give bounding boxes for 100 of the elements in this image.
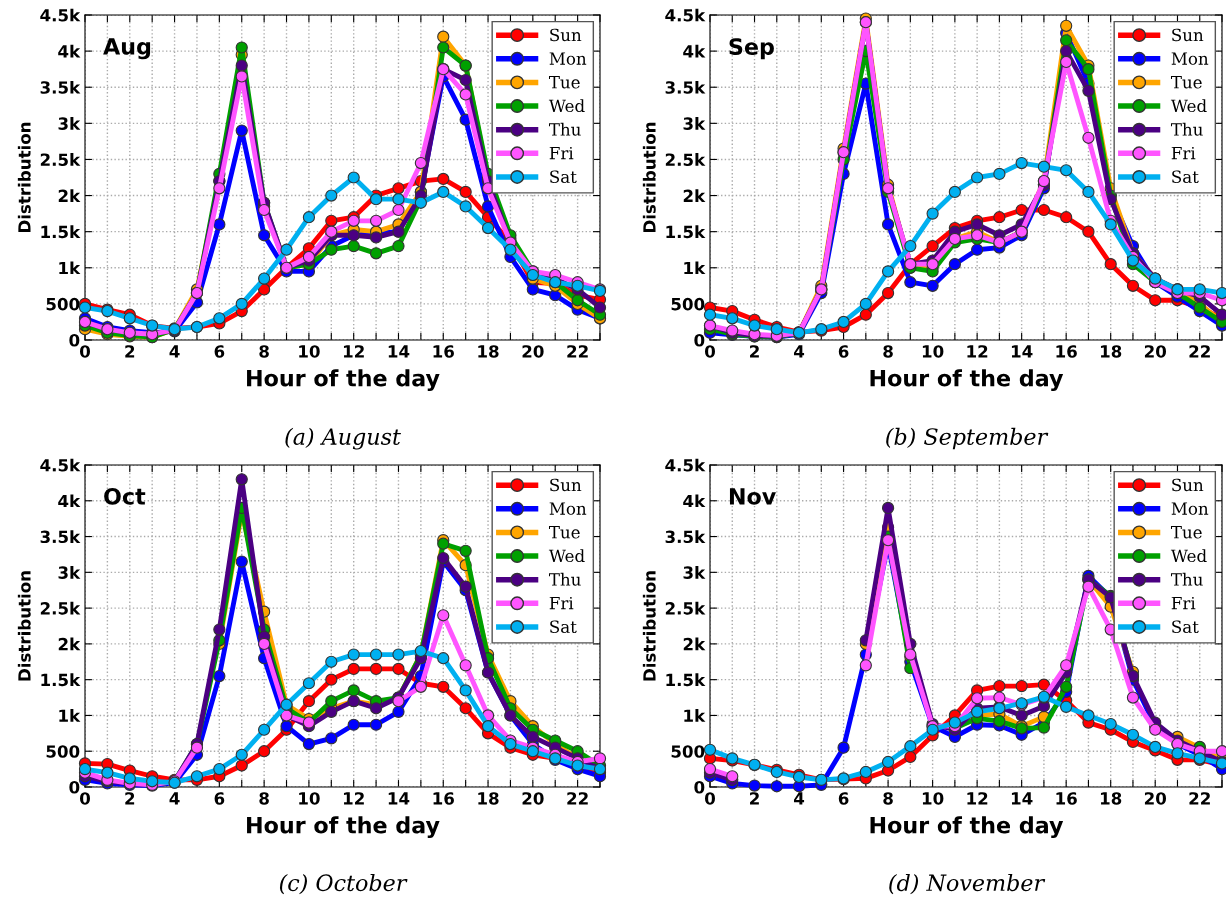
x-tick-label: 16 [433,345,454,358]
x-tick-label: 12 [967,345,988,358]
y-tick-label: 4.5k [40,458,81,472]
x-tick-label: 22 [567,792,588,805]
y-tick-label: 500 [46,745,80,758]
y-tick-label: 4.5k [40,8,81,22]
legend-label: Thu [1171,572,1203,586]
legend-label: Thu [549,122,581,136]
x-tick-label: 14 [1011,792,1033,805]
x-tick-label: 18 [478,792,499,805]
y-tick-label: 3.5k [665,80,706,94]
y-tick-label: 500 [671,745,705,758]
legend-label: Wed [548,549,585,563]
legend-label: Sat [1172,170,1199,184]
text: Aug [103,38,151,60]
y-tick-label: 1k [59,709,81,722]
y-tick-label: 2.5k [40,601,81,615]
y-tick-label: 3k [58,566,81,579]
x-axis-title: Hour of the day [247,369,440,392]
x-tick-label: 14 [388,345,410,358]
y-tick-label: 4k [58,494,81,508]
x-tick-label: 18 [478,345,499,358]
y-tick-label: 2k [683,637,706,651]
x-tick-label: 0 [80,345,90,358]
x-axis-title: Hour of the day [247,816,440,839]
y-tick-label: 500 [671,297,705,311]
x-tick-label: 2 [750,345,759,358]
y-tick-label: 2k [58,189,81,202]
x-tick-label: 10 [922,345,944,358]
legend-label: Mon [549,52,587,65]
y-axis-title: Distribution [17,571,31,681]
y-tick-label: 0 [694,780,705,794]
x-tick-label: 2 [750,792,759,805]
legend-label: Tue [549,526,580,539]
y-tick-label: 500 [46,297,80,311]
y-tick-label: 2.5k [665,153,706,167]
y-tick-label: 4k [58,44,81,58]
legend-label: Wed [1170,99,1207,113]
y-tick-label: 4k [683,494,706,508]
x-tick-label: 20 [1144,792,1167,805]
y-tick-label: 0 [694,333,705,347]
legend-label: Fri [1171,146,1196,160]
x-tick-label: 12 [343,345,364,358]
x-axis-title: Hour of the day [870,816,1064,839]
legend-label: Tue [549,76,580,89]
y-tick-label: 4.5k [665,8,706,22]
y-tick-label: 3.5k [40,530,81,544]
y-tick-label: 2k [683,189,706,202]
y-tick-label: 1k [684,261,706,275]
x-tick-label: 2 [125,792,135,805]
legend-label: Sun [550,478,582,492]
x-tick-label: 20 [1144,345,1167,358]
y-tick-label: 3.5k [40,80,81,94]
y-tick-label: 1k [684,709,706,722]
y-tick-label: 1.5k [41,673,81,687]
legend-label: Mon [1171,502,1209,515]
text: Nov [729,488,776,505]
x-tick-label: 6 [838,345,849,358]
legend-label: Sun [1172,28,1204,42]
y-tick-label: 2k [58,637,81,651]
y-tick-label: 1.5k [41,225,81,239]
x-tick-label: 8 [259,345,269,358]
x-tick-label: 12 [967,792,988,805]
x-tick-label: 18 [1100,792,1122,805]
legend-label: Sat [550,170,577,184]
legend-label: Fri [1171,596,1196,610]
legend-label: Sat [1172,620,1199,634]
x-tick-label: 14 [388,792,410,805]
y-tick-label: 1.5k [666,673,706,687]
x-tick-label: 16 [1056,792,1077,805]
y-tick-label: 2.5k [40,153,81,167]
x-tick-label: 8 [883,345,893,358]
y-tick-label: 3k [683,117,706,130]
x-tick-label: 8 [259,792,269,805]
legend-label: Sun [1172,478,1204,492]
x-tick-label: 22 [1189,792,1210,805]
text: (c) October [280,873,408,895]
text: Sep [729,38,774,60]
text: Oct [104,487,146,505]
y-axis-title: Distribution [642,571,656,681]
x-tick-label: 0 [705,345,715,358]
x-tick-label: 0 [80,792,90,805]
text: (d) November [889,873,1046,895]
x-tick-label: 20 [522,345,544,358]
x-tick-label: 14 [1011,345,1033,358]
y-tick-label: 4k [683,44,706,58]
y-axis-title: Distribution [17,122,31,233]
x-tick-label: 4 [169,345,180,358]
x-tick-label: 16 [1056,345,1077,358]
x-tick-label: 10 [299,792,320,805]
legend-label: Tue [1171,76,1202,89]
x-tick-label: 12 [343,792,364,805]
legend-label: Fri [549,146,574,160]
legend-label: Mon [549,502,587,515]
y-tick-label: 3k [58,117,81,130]
y-tick-label: 3.5k [665,530,706,544]
y-tick-label: 3k [683,566,706,579]
text: (b) September [886,427,1049,450]
y-tick-label: 4.5k [665,458,706,472]
x-tick-label: 2 [125,345,135,358]
